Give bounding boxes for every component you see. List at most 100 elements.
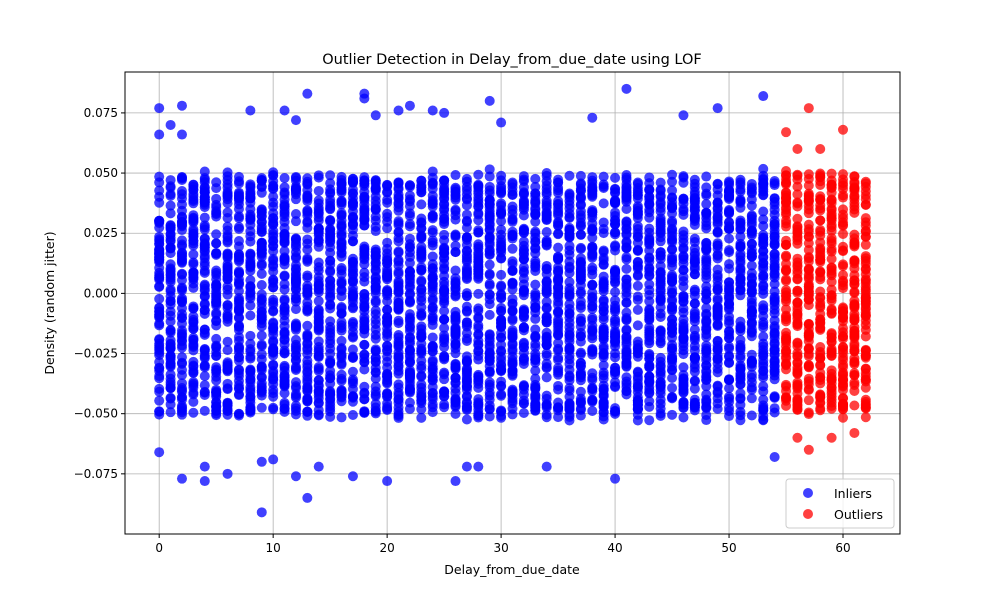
data-point xyxy=(222,179,233,190)
data-point xyxy=(222,252,233,263)
y-tick-label: −0.050 xyxy=(74,407,118,421)
data-point xyxy=(154,386,165,397)
data-point xyxy=(838,331,849,342)
data-point xyxy=(746,306,757,316)
data-point-extreme xyxy=(678,110,689,121)
data-point xyxy=(575,170,586,181)
data-point xyxy=(621,236,632,247)
data-point xyxy=(655,338,666,349)
data-point xyxy=(769,292,780,302)
data-point xyxy=(530,354,541,365)
data-point xyxy=(336,278,347,289)
data-point xyxy=(644,415,655,426)
data-point xyxy=(678,307,689,318)
data-point xyxy=(610,229,621,240)
data-point xyxy=(610,266,621,277)
data-point xyxy=(575,403,586,414)
data-point xyxy=(347,256,358,267)
data-point xyxy=(746,285,757,296)
data-point xyxy=(165,352,176,363)
data-point xyxy=(781,291,792,302)
data-point xyxy=(154,171,165,182)
data-point xyxy=(165,200,176,211)
data-point xyxy=(610,210,621,221)
data-point xyxy=(496,346,507,357)
data-point xyxy=(803,318,814,329)
data-point xyxy=(769,252,780,263)
data-point xyxy=(575,229,586,240)
data-point xyxy=(701,410,712,421)
data-point xyxy=(359,312,370,323)
data-point xyxy=(678,258,689,269)
data-point xyxy=(404,309,415,320)
data-point xyxy=(256,289,267,300)
data-point xyxy=(712,240,723,251)
data-point-extreme xyxy=(290,471,301,482)
data-point xyxy=(279,306,290,317)
data-point xyxy=(325,393,336,404)
data-point xyxy=(347,290,358,301)
data-point xyxy=(416,217,427,228)
data-point xyxy=(439,391,450,402)
data-point xyxy=(404,233,415,244)
data-point xyxy=(302,222,313,233)
data-point-extreme xyxy=(610,473,621,484)
data-point xyxy=(188,303,199,314)
data-point xyxy=(461,317,472,328)
data-point xyxy=(199,283,210,294)
data-point xyxy=(575,192,586,203)
data-point-extreme xyxy=(154,103,165,114)
data-point xyxy=(553,367,564,378)
data-point xyxy=(427,313,438,324)
data-point xyxy=(233,278,244,289)
data-point xyxy=(712,217,723,228)
data-point xyxy=(245,192,256,203)
data-point xyxy=(803,409,814,420)
data-point xyxy=(518,306,529,317)
data-point xyxy=(792,189,803,200)
data-point xyxy=(689,243,700,254)
data-point xyxy=(541,276,552,287)
data-point xyxy=(826,295,837,306)
data-point xyxy=(530,279,541,290)
data-point xyxy=(598,296,609,307)
data-point xyxy=(233,266,244,277)
data-point xyxy=(712,284,723,295)
data-point xyxy=(564,317,575,328)
data-point xyxy=(427,283,438,294)
data-point xyxy=(256,175,267,186)
data-point xyxy=(290,273,301,284)
data-point xyxy=(553,296,564,307)
data-point xyxy=(655,267,666,278)
data-point xyxy=(769,239,780,250)
data-point xyxy=(644,329,655,340)
data-point xyxy=(575,296,586,307)
data-point xyxy=(621,274,632,285)
data-point xyxy=(256,371,267,382)
data-point xyxy=(610,188,621,199)
data-point xyxy=(496,317,507,328)
data-point xyxy=(598,183,609,194)
data-point xyxy=(826,329,837,340)
data-point xyxy=(370,285,381,296)
data-point xyxy=(461,173,472,184)
data-points xyxy=(154,83,871,518)
data-point xyxy=(473,192,484,203)
data-point xyxy=(860,331,871,342)
data-point xyxy=(222,345,233,356)
data-point xyxy=(211,229,222,240)
data-point xyxy=(382,341,393,352)
data-point xyxy=(564,170,575,181)
data-point-extreme xyxy=(176,100,187,111)
data-point xyxy=(473,256,484,267)
data-point xyxy=(450,373,461,384)
data-point-extreme xyxy=(382,476,393,487)
data-point xyxy=(439,337,450,348)
data-point xyxy=(233,352,244,363)
data-point xyxy=(621,283,632,294)
data-point xyxy=(587,175,598,186)
data-point xyxy=(325,355,336,366)
data-point xyxy=(678,412,689,423)
data-point xyxy=(211,350,222,361)
data-point xyxy=(564,256,575,267)
